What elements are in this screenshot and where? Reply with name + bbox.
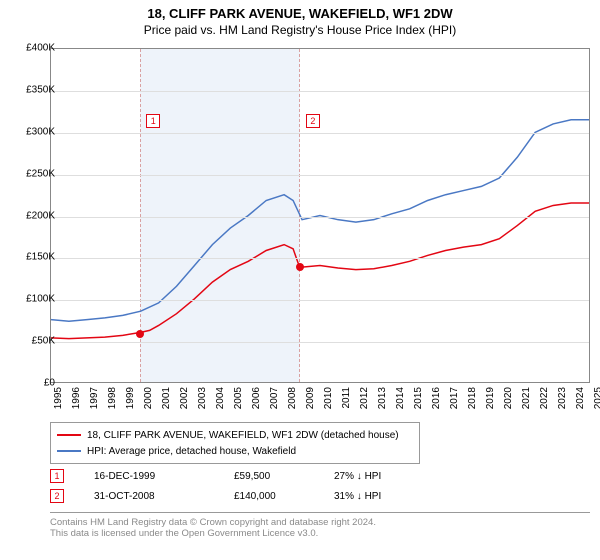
- sale-price: £140,000: [234, 491, 334, 502]
- x-tick-label: 1996: [71, 387, 82, 409]
- x-tick-label: 2011: [341, 387, 352, 409]
- sales-table: 1 16-DEC-1999£59,50027% ↓ HPI 2 31-OCT-2008…: [50, 466, 590, 506]
- grid-line: [51, 300, 589, 301]
- legend-row: HPI: Average price, detached house, Wake…: [57, 443, 413, 459]
- callout-box: 1: [146, 114, 160, 128]
- x-tick-label: 2022: [539, 387, 550, 409]
- y-tick-label: £100K: [9, 294, 55, 305]
- x-tick-label: 2010: [323, 387, 334, 409]
- x-tick-label: 2008: [287, 387, 298, 409]
- chart-title: 18, CLIFF PARK AVENUE, WAKEFIELD, WF1 2D…: [0, 6, 600, 21]
- sale-date: 16-DEC-1999: [94, 471, 234, 482]
- x-tick-label: 2009: [305, 387, 316, 409]
- x-tick-label: 2006: [251, 387, 262, 409]
- title-block: 18, CLIFF PARK AVENUE, WAKEFIELD, WF1 2D…: [0, 0, 600, 39]
- sale-callout-box: 1: [50, 469, 64, 483]
- y-tick-label: £250K: [9, 168, 55, 179]
- series-price_paid: [51, 203, 589, 339]
- footer-line2: This data is licensed under the Open Gov…: [50, 528, 590, 539]
- sale-hpi: 27% ↓ HPI: [334, 471, 454, 482]
- x-tick-label: 2019: [485, 387, 496, 409]
- series-svg: [51, 49, 589, 382]
- grid-line: [51, 91, 589, 92]
- x-tick-label: 2014: [395, 387, 406, 409]
- x-tick-label: 2002: [179, 387, 190, 409]
- sale-date: 31-OCT-2008: [94, 491, 234, 502]
- legend-swatch: [57, 434, 81, 436]
- x-tick-label: 2018: [467, 387, 478, 409]
- x-tick-label: 2013: [377, 387, 388, 409]
- x-tick-label: 2000: [143, 387, 154, 409]
- plot-area: 12: [50, 48, 590, 383]
- x-tick-label: 2012: [359, 387, 370, 409]
- x-tick-label: 2020: [503, 387, 514, 409]
- y-tick-label: £0: [9, 378, 55, 389]
- y-tick-label: £300K: [9, 126, 55, 137]
- series-hpi: [51, 120, 589, 321]
- y-tick-label: £200K: [9, 210, 55, 221]
- sale-price: £59,500: [234, 471, 334, 482]
- y-tick-label: £350K: [9, 84, 55, 95]
- legend-row: 18, CLIFF PARK AVENUE, WAKEFIELD, WF1 2D…: [57, 427, 413, 443]
- grid-line: [51, 342, 589, 343]
- sale-marker: [296, 263, 304, 271]
- sale-callout-box: 2: [50, 489, 64, 503]
- sale-row: 2 31-OCT-2008£140,00031% ↓ HPI: [50, 486, 590, 506]
- x-tick-label: 2017: [449, 387, 460, 409]
- x-tick-label: 1995: [53, 387, 64, 409]
- x-tick-label: 2004: [215, 387, 226, 409]
- y-tick-label: £50K: [9, 336, 55, 347]
- x-tick-label: 1998: [107, 387, 118, 409]
- x-tick-label: 2021: [521, 387, 532, 409]
- legend-swatch: [57, 450, 81, 452]
- x-tick-label: 2025: [593, 387, 600, 409]
- footer: Contains HM Land Registry data © Crown c…: [50, 512, 590, 539]
- chart-container: 18, CLIFF PARK AVENUE, WAKEFIELD, WF1 2D…: [0, 0, 600, 560]
- sale-row: 1 16-DEC-1999£59,50027% ↓ HPI: [50, 466, 590, 486]
- x-tick-label: 2007: [269, 387, 280, 409]
- callout-box: 2: [306, 114, 320, 128]
- y-tick-label: £150K: [9, 252, 55, 263]
- sale-marker: [136, 330, 144, 338]
- x-tick-label: 2001: [161, 387, 172, 409]
- x-tick-label: 1997: [89, 387, 100, 409]
- x-tick-label: 2015: [413, 387, 424, 409]
- grid-line: [51, 258, 589, 259]
- footer-line1: Contains HM Land Registry data © Crown c…: [50, 517, 590, 528]
- x-tick-label: 2005: [233, 387, 244, 409]
- x-tick-label: 2023: [557, 387, 568, 409]
- x-tick-label: 2024: [575, 387, 586, 409]
- sale-hpi: 31% ↓ HPI: [334, 491, 454, 502]
- x-tick-label: 2003: [197, 387, 208, 409]
- x-tick-label: 1999: [125, 387, 136, 409]
- legend-label: 18, CLIFF PARK AVENUE, WAKEFIELD, WF1 2D…: [87, 430, 399, 441]
- legend: 18, CLIFF PARK AVENUE, WAKEFIELD, WF1 2D…: [50, 422, 420, 464]
- grid-line: [51, 133, 589, 134]
- grid-line: [51, 217, 589, 218]
- legend-label: HPI: Average price, detached house, Wake…: [87, 446, 296, 457]
- grid-line: [51, 175, 589, 176]
- chart-subtitle: Price paid vs. HM Land Registry's House …: [0, 23, 600, 37]
- y-tick-label: £400K: [9, 43, 55, 54]
- x-tick-label: 2016: [431, 387, 442, 409]
